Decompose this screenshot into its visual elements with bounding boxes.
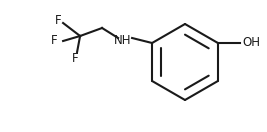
Text: F: F <box>51 34 57 48</box>
Text: F: F <box>55 15 61 27</box>
Text: OH: OH <box>242 37 260 50</box>
Text: F: F <box>72 51 78 65</box>
Text: NH: NH <box>113 34 131 46</box>
